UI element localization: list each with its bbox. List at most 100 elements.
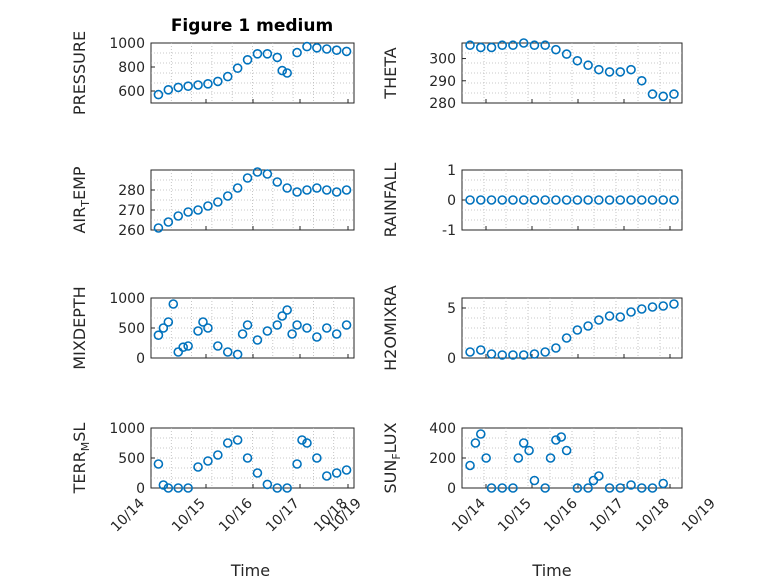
data-point — [331, 329, 342, 339]
y-tick-label: 290 — [429, 74, 456, 90]
data-point — [540, 347, 550, 357]
data-point — [615, 67, 626, 77]
data-point — [604, 195, 615, 205]
data-point — [222, 347, 233, 357]
data-point — [183, 483, 193, 493]
data-point — [518, 38, 529, 48]
data-point — [282, 183, 292, 193]
y-tick-label: 0 — [447, 351, 456, 367]
data-point — [604, 311, 615, 321]
data-point — [302, 323, 312, 333]
data-point — [341, 46, 352, 57]
y-tick-label: 1 — [447, 163, 456, 179]
data-point — [513, 453, 524, 463]
data-point — [470, 438, 481, 448]
data-point — [242, 320, 253, 330]
data-point — [475, 429, 486, 439]
data-point — [615, 195, 626, 205]
data-point — [636, 75, 647, 86]
y-axis-label: TERRMSL — [70, 423, 92, 495]
data-point — [232, 435, 243, 445]
data-point — [331, 45, 342, 56]
data-point — [331, 187, 342, 197]
data-point — [321, 323, 332, 333]
data-point — [282, 305, 292, 315]
data-point — [524, 445, 534, 456]
data-point — [193, 205, 203, 215]
data-point — [331, 468, 342, 478]
data-point — [153, 330, 164, 341]
data-point — [551, 195, 561, 205]
data-point — [222, 71, 233, 82]
data-point — [193, 80, 203, 90]
x-tick-label: 10/15 — [495, 496, 535, 536]
data-point — [518, 438, 529, 448]
data-point — [262, 326, 273, 336]
data-point — [529, 475, 540, 486]
data-point — [242, 54, 253, 65]
data-point — [302, 185, 312, 195]
data-point — [594, 195, 604, 205]
data-point — [529, 195, 540, 205]
data-point — [497, 40, 508, 51]
data-point — [292, 187, 302, 197]
data-point — [292, 320, 302, 330]
data-point — [481, 453, 491, 463]
data-point — [272, 52, 283, 63]
data-point — [222, 191, 233, 201]
data-point — [583, 321, 593, 331]
data-point — [193, 462, 203, 472]
data-point — [321, 471, 332, 481]
y-tick-label: 280 — [118, 183, 145, 199]
subplot-rainfall: -1 0 1 RAINFALL — [381, 163, 683, 239]
data-point — [312, 453, 322, 463]
data-point — [572, 195, 583, 205]
y-tick-label: 200 — [429, 451, 456, 467]
data-point — [465, 460, 475, 471]
subplot-pressure: 600 800 1000 PRESSURE — [70, 31, 355, 115]
data-point — [292, 459, 302, 469]
data-point — [302, 41, 312, 52]
data-point — [312, 42, 322, 53]
data-point — [272, 177, 283, 187]
data-point — [486, 42, 497, 53]
data-point — [486, 483, 497, 493]
subplot-theta: 280 290 300 THETA — [381, 38, 683, 112]
x-tick-label: 10/14 — [108, 495, 148, 535]
y-tick-label: 5 — [447, 301, 456, 317]
data-point — [615, 312, 626, 322]
data-point — [497, 483, 508, 493]
x-tick-label: 10/15 — [169, 496, 209, 536]
data-point — [518, 195, 529, 205]
data-point — [341, 185, 352, 195]
y-tick-label: -1 — [442, 223, 456, 239]
data-point — [321, 185, 332, 195]
data-point — [583, 483, 593, 493]
data-point — [497, 195, 508, 205]
y-tick-label: 0 — [136, 351, 145, 367]
data-point — [203, 456, 213, 466]
data-point — [636, 304, 647, 314]
data-point — [173, 82, 184, 93]
data-point — [604, 483, 615, 493]
data-point — [213, 197, 223, 207]
data-point — [163, 317, 174, 327]
data-point — [658, 478, 669, 489]
y-tick-label: 600 — [118, 84, 145, 100]
data-point — [508, 350, 518, 360]
data-point — [626, 64, 636, 75]
data-point — [242, 173, 253, 183]
data-point — [626, 195, 636, 205]
y-tick-label: 0 — [447, 481, 456, 497]
y-axis-label: SUNFLUX — [381, 422, 403, 493]
data-point — [341, 320, 352, 330]
data-point — [341, 465, 352, 475]
data-point — [173, 483, 184, 493]
data-point — [556, 432, 567, 442]
data-point — [163, 217, 174, 227]
data-point — [615, 483, 626, 493]
y-axis-label: AIRTEMP — [70, 166, 92, 233]
data-point — [465, 347, 475, 357]
data-point — [561, 445, 572, 456]
